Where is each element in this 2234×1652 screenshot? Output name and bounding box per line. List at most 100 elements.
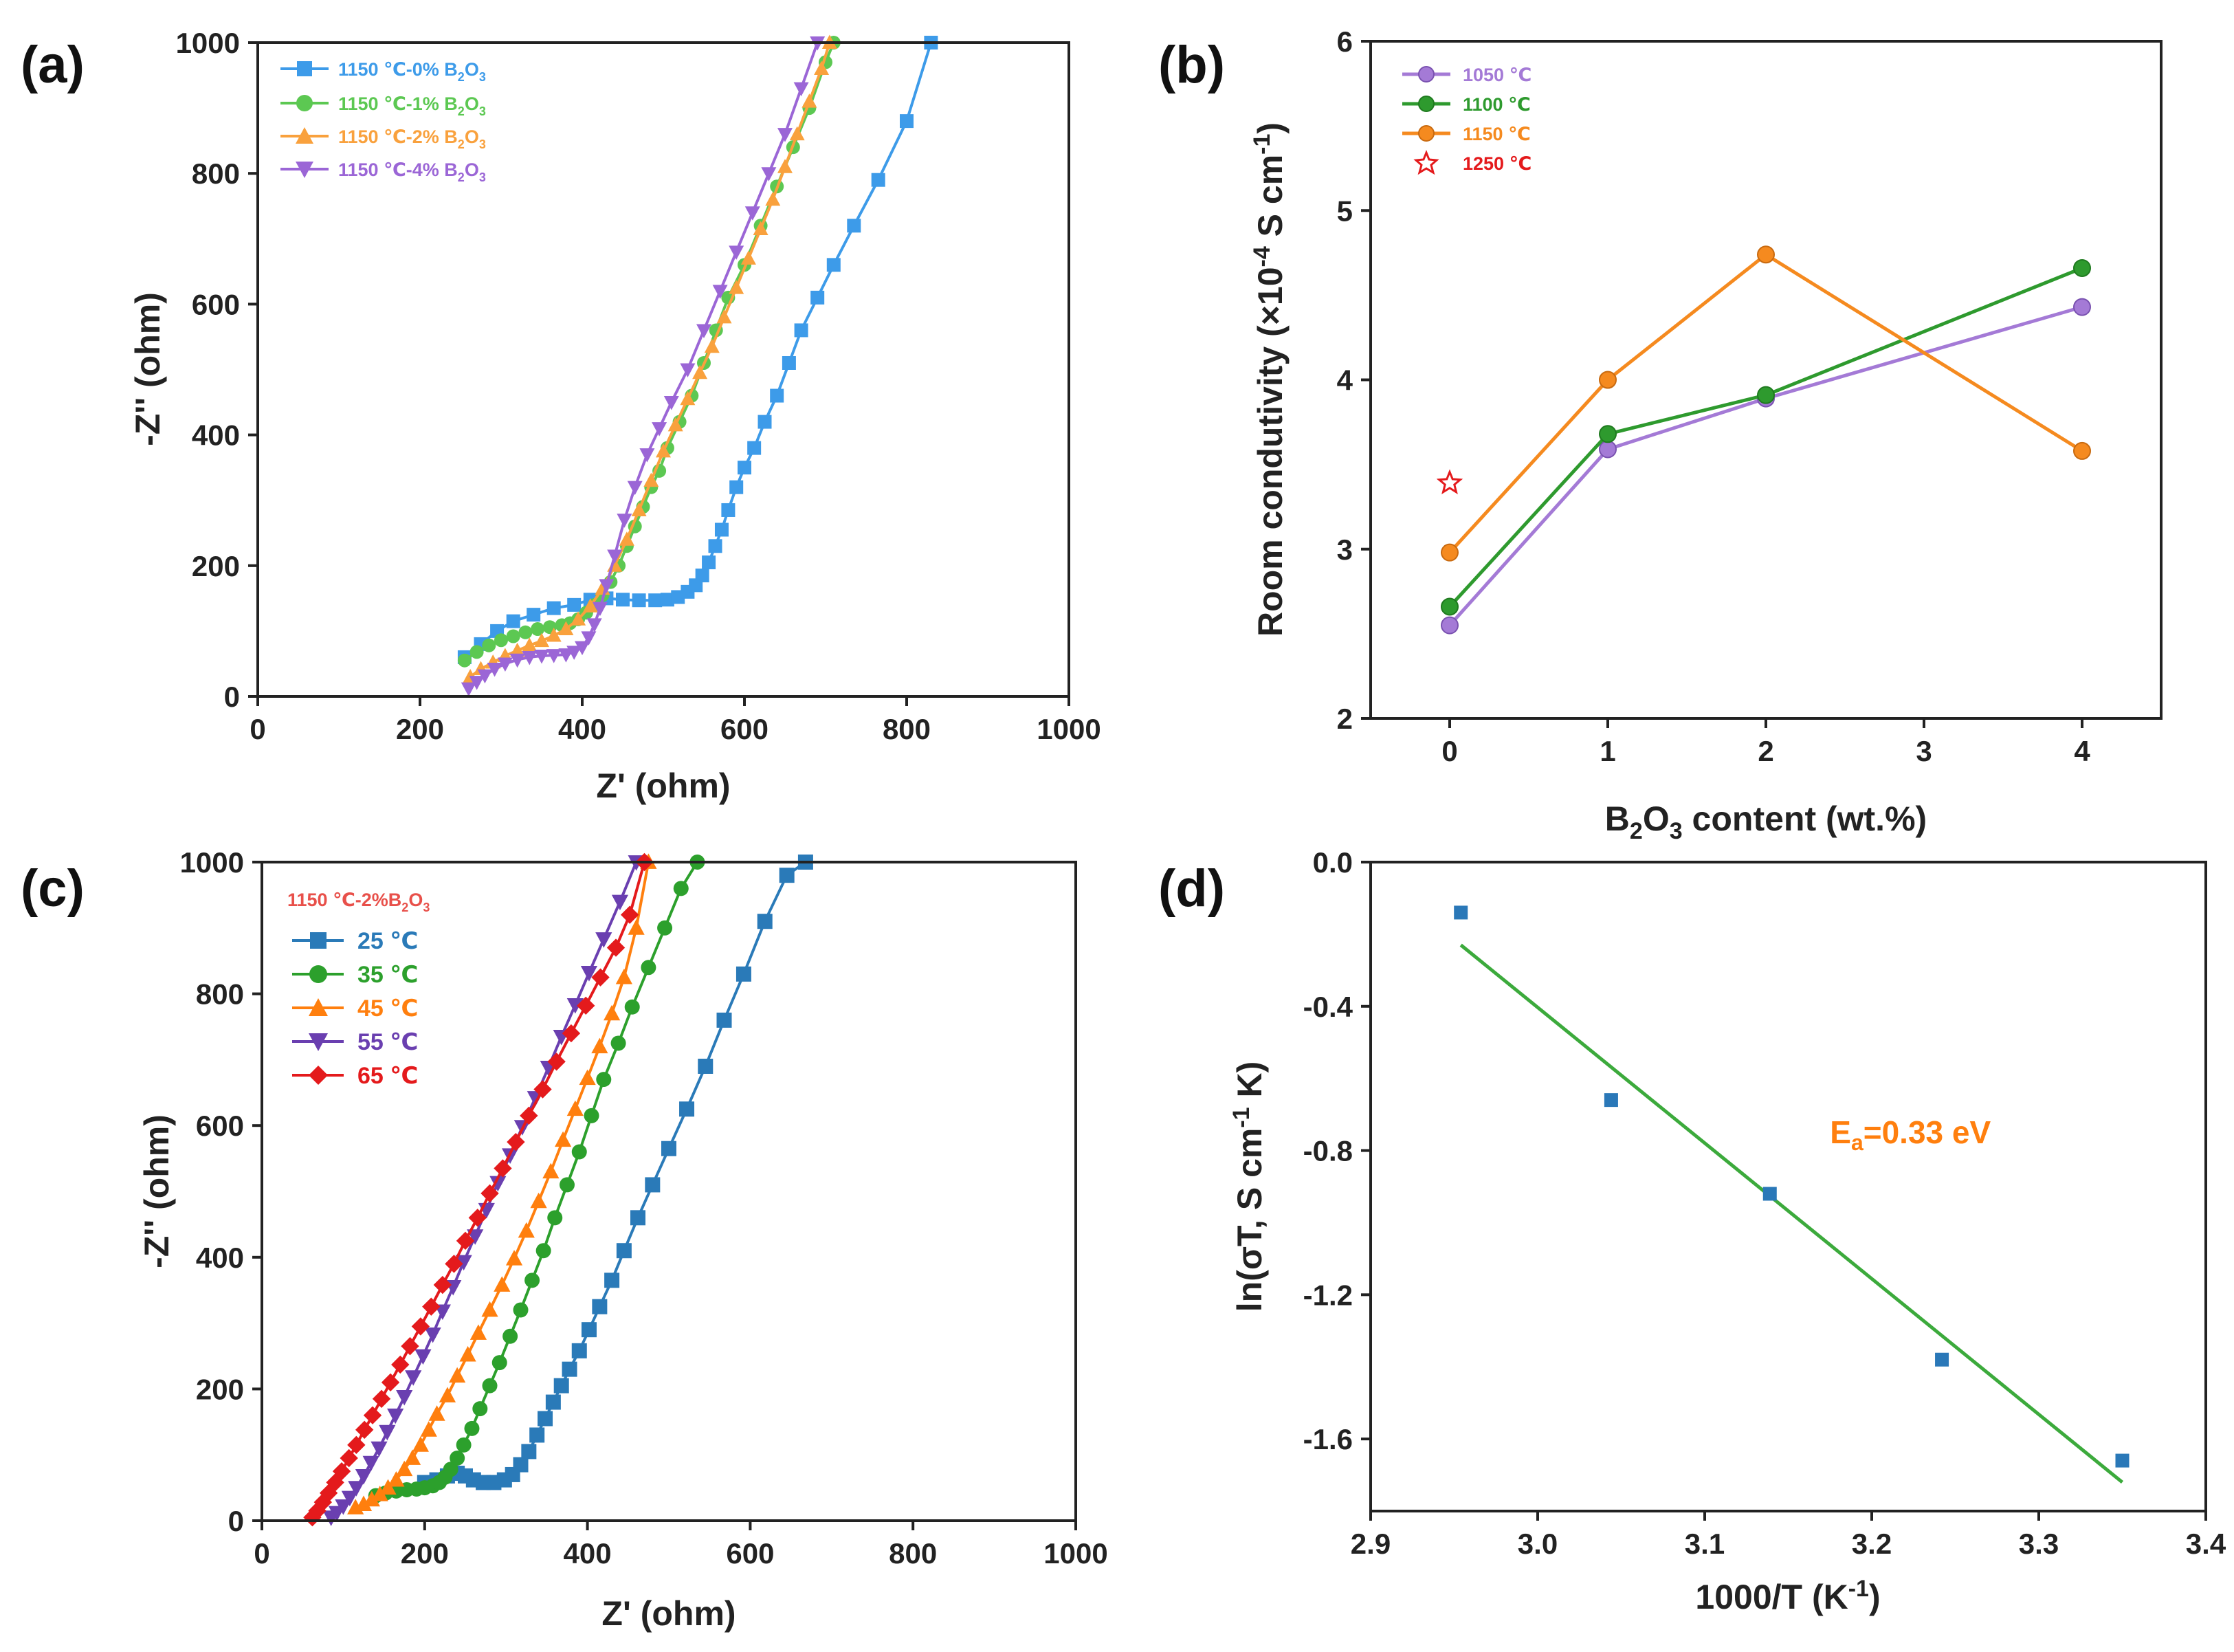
panel-b-ylabel-mid: S cm — [1251, 155, 1290, 246]
panel-b-label: (b) — [1158, 36, 1225, 94]
svg-text:1150 ℃-2% B2O3: 1150 ℃-2% B2O3 — [338, 126, 486, 151]
panel-b-legend-1: 1100 ℃ — [1402, 94, 1531, 115]
panel-b-xlabel: B2O3 content (wt.%) — [1605, 800, 1927, 844]
panel-b-ytick-label: 3 — [1337, 533, 1353, 566]
panel-c-series-3-point — [566, 998, 584, 1014]
panel-c-legend-1-label: 35 ℃ — [357, 962, 418, 988]
panel-a-series-3-point — [487, 663, 502, 677]
panel-a-series-3-point — [469, 676, 485, 690]
panel-a-legend-0-label: 1150 ℃-0% B — [338, 59, 458, 80]
panel-b-series — [1436, 245, 2091, 635]
panel-a-series-3-point — [599, 579, 615, 593]
panel-a-series-0-point — [729, 480, 744, 494]
panel-c-series-0-point — [553, 1378, 569, 1394]
panel-d-xtick-label: 3.3 — [2019, 1528, 2059, 1560]
panel-a-series-0-point — [616, 593, 630, 607]
panel-c-series-2-point — [428, 1405, 445, 1421]
panel-c-series-2-point — [566, 1100, 584, 1116]
panel-c-series-0-point — [592, 1299, 608, 1314]
panel-c-series-3-point — [455, 1255, 472, 1271]
panel-b-frame — [1369, 40, 2163, 720]
panel-c-series-0-point — [529, 1427, 545, 1443]
panel-a-series-0-point — [847, 219, 861, 233]
panel-d-xlabel-end: ) — [1869, 1578, 1881, 1616]
panel-b-xtick-label: 0 — [1441, 735, 1457, 767]
panel-a-legend-2-mid: O — [465, 126, 479, 147]
panel-a-label: (a) — [21, 36, 85, 94]
panel-c-legend-2: 45 ℃ — [292, 995, 418, 1022]
panel-a-series-3-point — [586, 618, 602, 632]
panel-a-series-0-point — [810, 290, 825, 305]
panel-c-ytick-label: 200 — [196, 1373, 244, 1405]
panel-a-series-2 — [463, 34, 837, 683]
panel-a-series-3-point — [652, 422, 667, 437]
panel-a-series-3-point — [761, 167, 777, 181]
panel-c-series-4-point — [381, 1373, 400, 1392]
panel-c-legend-2-label: 45 ℃ — [357, 995, 418, 1022]
panel-a-series-3-point — [744, 206, 760, 221]
panel-a-series-2-point — [619, 531, 634, 546]
panel-c-series-0-point — [630, 1210, 646, 1226]
panel-b-series-2-point — [1599, 371, 1617, 389]
panel-c-series-1-point — [524, 1273, 540, 1288]
panel-a-series-3 — [461, 36, 826, 697]
panel-c-series-4-point — [494, 1159, 512, 1178]
panel-a-series-3-point — [522, 650, 538, 665]
panel-b-legend-2-label: 1150 ℃ — [1463, 124, 1531, 144]
panel-a-series-3-point — [575, 641, 590, 656]
panel-b-ylabel-sup2: -1 — [1249, 134, 1275, 155]
panel-a-series-3-point — [497, 657, 513, 672]
panel-c-series-3-point — [611, 894, 629, 911]
panel-c-legend-0: 25 ℃ — [292, 928, 418, 954]
panel-c-series-3-point — [362, 1455, 379, 1472]
panel-d-ytick-label: -0.8 — [1303, 1135, 1353, 1167]
panel-c-series-4-point — [332, 1462, 351, 1481]
panel-d-ylabel-main: ln(σT, S cm — [1230, 1128, 1269, 1312]
panel-c-xtick-label: 400 — [564, 1537, 612, 1570]
panel-c-series-1-point — [482, 1378, 498, 1394]
panel-c-series-2-point — [542, 1163, 560, 1179]
panel-c-series-0-point — [604, 1273, 620, 1288]
panel-c-series-0-point — [581, 1322, 597, 1338]
panel-a-legend-2-sub1: 2 — [458, 137, 465, 151]
panel-c-series-4 — [303, 852, 654, 1527]
panel-a-series-2-point — [558, 621, 574, 636]
panel-a-series-0-point — [506, 614, 520, 628]
panel-a-legend-3-label: 1150 ℃-4% B — [338, 159, 458, 180]
panel-a-series-2-point — [789, 126, 805, 141]
panel-c-subtitle-sub1: 2 — [401, 901, 408, 914]
panel-c-series-4-point — [480, 1184, 499, 1203]
panel-a-legend-2-sub2: 3 — [479, 137, 486, 151]
panel-a-ticks: 0 200 400 600 800 1000 0 200 400 600 800 1000 — [176, 27, 1101, 745]
panel-c-series-2-point — [554, 1131, 572, 1147]
panel-c-series-2-point — [396, 1460, 413, 1477]
panel-b-series-0-point — [2073, 298, 2091, 316]
panel-c-series-0-point — [562, 1361, 577, 1377]
panel-a-legend: 1150 ℃-0% B2O3 1150 ℃-1% B2O3 1150 ℃-2% … — [280, 59, 486, 184]
panel-c-series-1-point — [456, 1437, 472, 1453]
panel-a-legend-1-sub1: 2 — [458, 104, 465, 118]
panel-c-legend-3: 55 ℃ — [292, 1029, 418, 1055]
panel-b-legend-0-label: 1050 ℃ — [1463, 65, 1531, 85]
panel-c-legend-0-label: 25 ℃ — [357, 928, 418, 954]
panel-c-frame — [261, 861, 1077, 1522]
panel-c-series-0-point — [645, 1177, 661, 1193]
panel-a-series-0-point — [632, 593, 646, 608]
panel-d-ylabel-sup: -1 — [1228, 1107, 1254, 1127]
panel-d-ytick-label: 0.0 — [1313, 846, 1353, 879]
panel-b-series-1-point — [1441, 597, 1459, 616]
panel-c-xlabel: Z' (ohm) — [601, 1594, 736, 1633]
panel-a-series-2-point — [716, 309, 732, 324]
panel-b-ticks: 0 1 2 3 4 2 3 4 5 6 — [1337, 25, 2091, 767]
panel-c-legend-3-label: 55 ℃ — [357, 1029, 418, 1055]
panel-a-series-0-point — [757, 415, 772, 429]
panel-d-xtick-label: 2.9 — [1351, 1528, 1391, 1560]
panel-a-xlabel: Z' (ohm) — [596, 767, 730, 805]
panel-c-xtick-label: 800 — [889, 1537, 937, 1570]
panel-b-ytick-label: 5 — [1337, 195, 1353, 227]
panel-b-series-3 — [1436, 469, 1463, 495]
panel-b-series-1-point — [1599, 425, 1617, 443]
panel-c-legend-4: 65 ℃ — [292, 1063, 418, 1089]
panel-c-subtitle-main: 1150 ℃-2%B — [287, 890, 401, 910]
panel-a-series-0-point — [714, 522, 729, 537]
